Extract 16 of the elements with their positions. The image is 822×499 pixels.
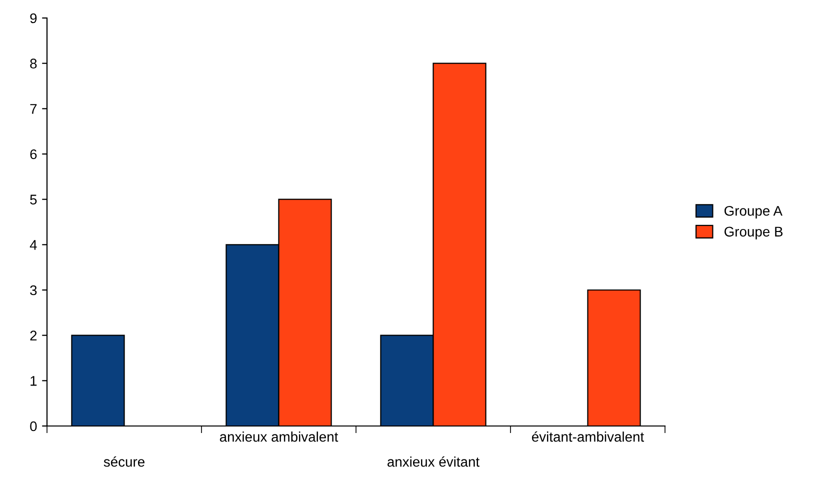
x-tick-label: sécure xyxy=(104,456,144,467)
x-tick-label: évitant-ambivalent xyxy=(532,431,644,442)
y-tick-label: 6 xyxy=(30,149,37,160)
y-tick-label: 7 xyxy=(30,104,37,114)
y-tick-label: 4 xyxy=(30,240,37,250)
x-tick-label: anxieux évitant xyxy=(388,456,480,467)
y-tick-label: 3 xyxy=(30,285,37,296)
y-tick-label: 1 xyxy=(30,376,37,386)
y-tick-label: 8 xyxy=(30,58,37,69)
y-tick-label: 9 xyxy=(30,13,37,24)
legend-label: Groupe A xyxy=(724,206,782,219)
y-tick-label: 2 xyxy=(30,330,37,340)
legend-label: Groupe B xyxy=(724,226,783,240)
y-tick-label: 5 xyxy=(30,194,37,205)
y-tick-label: 0 xyxy=(30,421,37,432)
x-tick-label: anxieux ambivalent xyxy=(220,432,338,442)
